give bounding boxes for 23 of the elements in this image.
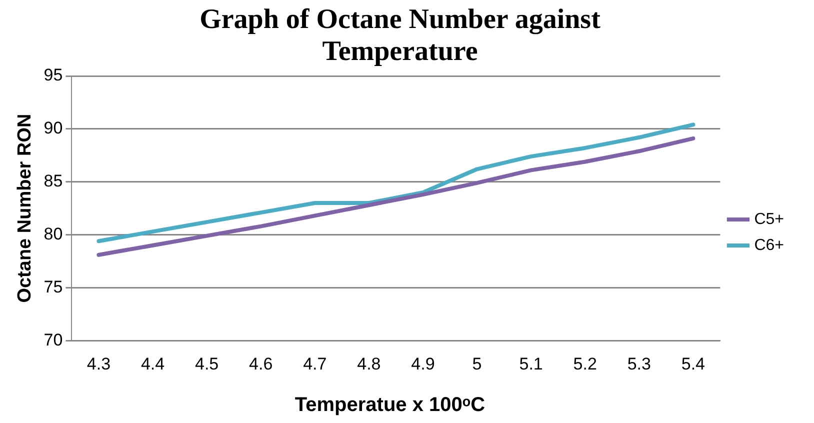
x-axis-title: Temperatue x 100ᵒC [294, 394, 486, 417]
x-tick-label: 4.5 [194, 354, 219, 374]
x-tick-label: 4.3 [86, 354, 111, 374]
x-tick-label: 5.3 [627, 354, 651, 374]
y-tick-label: 95 [44, 66, 63, 85]
x-tick-label: 4.9 [411, 354, 435, 374]
x-tick-label: 5 [472, 354, 482, 374]
y-tick-label: 80 [44, 224, 63, 244]
y-tick-label: 85 [44, 172, 63, 191]
legend-label: C6+ [754, 236, 784, 254]
y-tick-label: 70 [44, 330, 63, 350]
x-tick-label: 5.1 [519, 354, 543, 374]
x-tick-label: 4.8 [357, 354, 381, 374]
y-tick-label: 90 [44, 118, 63, 138]
legend-label: C5+ [754, 210, 784, 228]
x-tick-label: 4.7 [303, 354, 327, 374]
x-tick-label: 4.6 [249, 354, 273, 374]
chart-title: Graph of Octane Number against Temperature [198, 4, 602, 68]
x-tick-label: 5.2 [573, 354, 597, 374]
x-tick-label: 5.4 [681, 354, 706, 374]
y-tick-label: 75 [44, 277, 63, 296]
y-axis-title: Octane Number RON [14, 114, 36, 303]
x-tick-label: 4.4 [140, 354, 165, 374]
